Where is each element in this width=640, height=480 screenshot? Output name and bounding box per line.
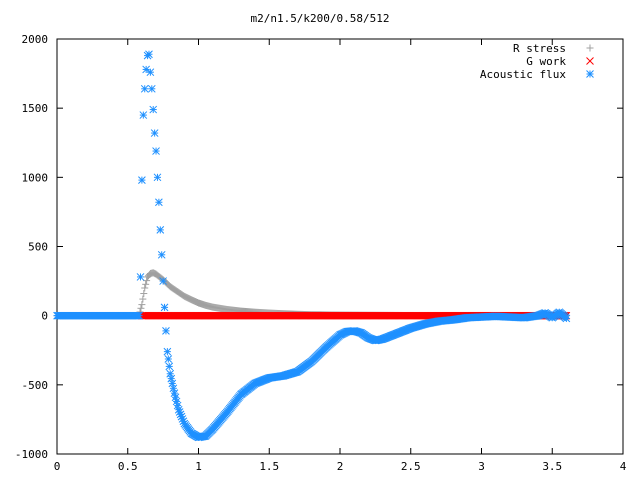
data-point — [141, 284, 149, 292]
axes-ticks: 0 0.5 1 1.5 2 2.5 3 3.5 4 2000 1500 1000 500 0 -500 -10… — [15, 33, 627, 473]
x-tick-label: 4 — [620, 460, 627, 473]
data-point — [163, 347, 172, 356]
data-point — [137, 304, 145, 312]
data-point — [156, 226, 165, 234]
data-point — [162, 327, 170, 335]
y-tick-label: 500 — [28, 241, 48, 254]
series-acoustic-flux — [53, 50, 571, 442]
data-point — [140, 84, 149, 93]
data-points — [53, 50, 571, 442]
x-tick-label: 2 — [337, 460, 344, 473]
data-point — [165, 362, 174, 371]
y-tick-label: -500 — [22, 379, 49, 392]
legend-label: Acoustic flux — [480, 68, 566, 81]
y-tick-label: 1500 — [22, 102, 49, 115]
data-point — [138, 176, 146, 184]
data-point — [142, 65, 150, 74]
data-point — [169, 384, 178, 393]
data-point — [159, 277, 167, 285]
data-point — [143, 277, 151, 285]
data-point — [140, 290, 148, 298]
x-tick-label: 1 — [195, 460, 202, 473]
x-tick-label: 1.5 — [259, 460, 279, 473]
y-tick-label: 0 — [41, 310, 48, 323]
data-point — [168, 379, 177, 388]
x-tick-label: 2.5 — [401, 460, 421, 473]
chart-title: m2/n1.5/k200/0.58/512 — [250, 12, 389, 25]
data-point — [145, 50, 153, 59]
x-tick-label: 3 — [478, 460, 485, 473]
legend-label: G work — [526, 55, 566, 68]
data-point — [136, 273, 145, 281]
legend-marker — [586, 44, 594, 52]
data-point — [153, 173, 162, 182]
plot-frame — [56, 38, 624, 455]
data-point — [164, 355, 173, 363]
x-tick-label: 3.5 — [542, 460, 562, 473]
data-point — [142, 280, 150, 288]
data-point — [146, 68, 155, 77]
legend-label: R stress — [513, 42, 566, 55]
y-tick-label: -1000 — [15, 448, 48, 461]
data-point — [157, 250, 166, 259]
data-point — [167, 374, 176, 383]
data-point — [152, 147, 160, 155]
data-point — [160, 303, 169, 312]
legend-marker — [586, 70, 594, 78]
x-tick-label: 0 — [54, 460, 61, 473]
data-point — [139, 295, 147, 303]
data-point — [155, 198, 163, 207]
data-point — [166, 369, 175, 378]
data-point — [562, 314, 571, 323]
y-tick-label: 1000 — [22, 171, 49, 184]
data-point — [138, 301, 146, 309]
legend-marker — [586, 57, 594, 65]
data-point — [149, 105, 158, 114]
data-point — [139, 111, 148, 119]
x-tick-label: 0.5 — [118, 460, 138, 473]
data-point — [135, 311, 143, 320]
data-point — [147, 84, 156, 93]
data-point — [150, 129, 159, 137]
y-tick-label: 2000 — [22, 33, 49, 46]
series-r-stress — [53, 269, 570, 320]
